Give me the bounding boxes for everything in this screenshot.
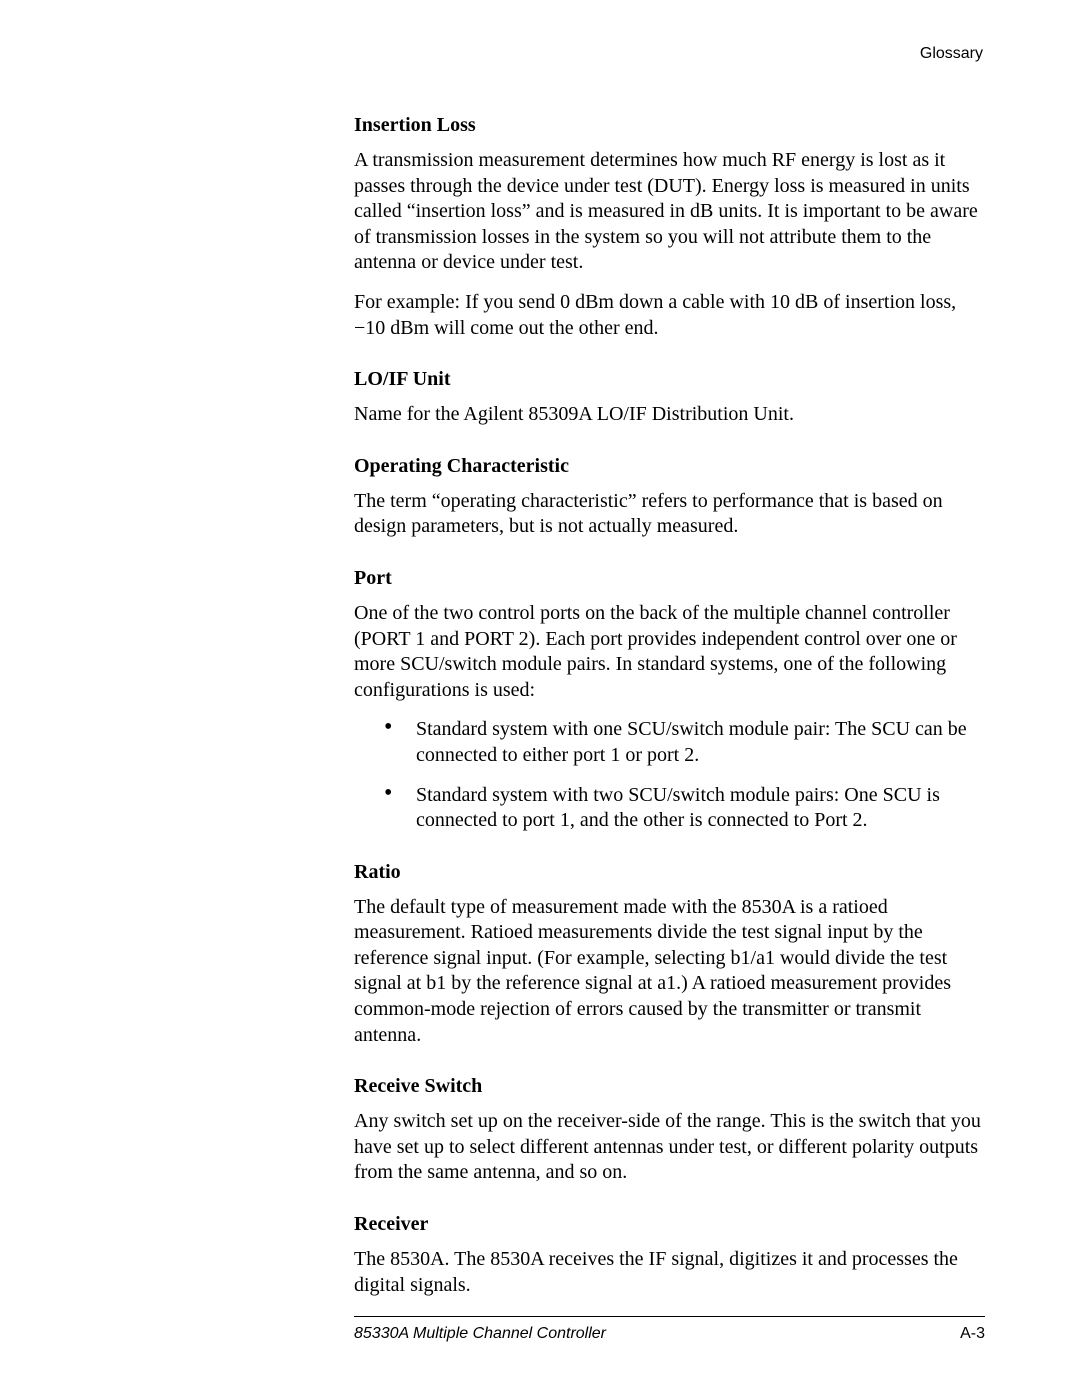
glossary-entry-receive-switch: Receive Switch Any switch set up on the … [354,1074,985,1186]
glossary-definition: A transmission measurement determines ho… [354,148,985,276]
glossary-entry-insertion-loss: Insertion Loss A transmission measuremen… [354,113,985,341]
glossary-term: Ratio [354,860,985,885]
glossary-definition: Any switch set up on the receiver-side o… [354,1109,985,1186]
glossary-definition: Name for the Agilent 85309A LO/IF Distri… [354,402,985,428]
glossary-term: Operating Characteristic [354,454,985,479]
page-header-section-label: Glossary [354,45,985,63]
document-page: Glossary Insertion Loss A transmission m… [0,0,1080,1397]
glossary-term: LO/IF Unit [354,367,985,392]
page-footer: 85330A Multiple Channel Controller A-3 [354,1316,985,1343]
glossary-term: Receive Switch [354,1074,985,1099]
glossary-definition: For example: If you send 0 dBm down a ca… [354,290,985,341]
glossary-entry-port: Port One of the two control ports on the… [354,566,985,834]
glossary-definition: One of the two control ports on the back… [354,601,985,703]
list-item: Standard system with one SCU/switch modu… [384,717,985,768]
glossary-term: Insertion Loss [354,113,985,138]
list-item: Standard system with two SCU/switch modu… [384,783,985,834]
glossary-definition: The default type of measurement made wit… [354,895,985,1049]
glossary-entry-operating-characteristic: Operating Characteristic The term “opera… [354,454,985,540]
glossary-entry-ratio: Ratio The default type of measurement ma… [354,860,985,1049]
glossary-bullet-list: Standard system with one SCU/switch modu… [354,717,985,833]
footer-page-number: A-3 [960,1325,985,1343]
footer-doc-title: 85330A Multiple Channel Controller [354,1325,606,1343]
glossary-entry-loif-unit: LO/IF Unit Name for the Agilent 85309A L… [354,367,985,428]
glossary-entry-receiver: Receiver The 8530A. The 8530A receives t… [354,1212,985,1298]
glossary-term: Receiver [354,1212,985,1237]
glossary-term: Port [354,566,985,591]
glossary-content: Insertion Loss A transmission measuremen… [354,113,985,1298]
glossary-definition: The 8530A. The 8530A receives the IF sig… [354,1247,985,1298]
glossary-definition: The term “operating characteristic” refe… [354,489,985,540]
